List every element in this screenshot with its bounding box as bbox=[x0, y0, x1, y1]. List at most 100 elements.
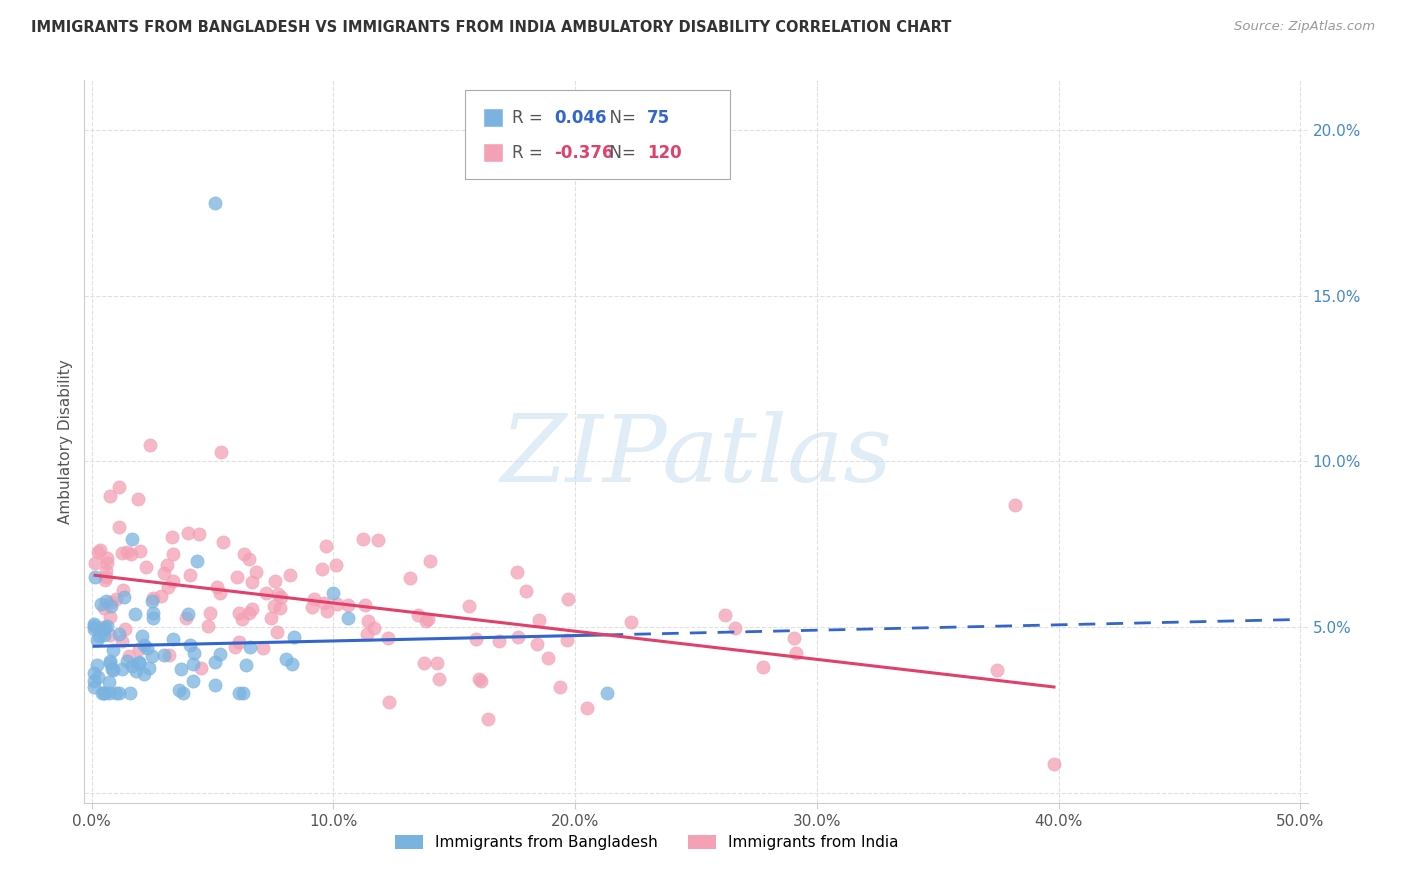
Point bbox=[91, 686, 114, 700]
Point bbox=[228, 686, 250, 700]
Point bbox=[238, 640, 260, 654]
Point bbox=[188, 526, 211, 541]
Point bbox=[468, 672, 491, 686]
Point bbox=[413, 656, 436, 670]
Point bbox=[118, 686, 141, 700]
Point bbox=[204, 195, 226, 210]
Point bbox=[325, 558, 347, 573]
Point bbox=[208, 586, 231, 600]
Point bbox=[177, 607, 200, 621]
Legend: Immigrants from Bangladesh, Immigrants from India: Immigrants from Bangladesh, Immigrants f… bbox=[389, 830, 905, 856]
Point bbox=[205, 580, 228, 594]
Point bbox=[548, 681, 571, 695]
Point bbox=[94, 594, 117, 608]
Point bbox=[620, 615, 643, 629]
Text: 120: 120 bbox=[647, 144, 682, 161]
Point bbox=[301, 600, 323, 615]
Point bbox=[105, 591, 128, 606]
Point bbox=[169, 662, 191, 676]
Point bbox=[93, 600, 115, 615]
Point bbox=[283, 631, 305, 645]
Point bbox=[142, 591, 165, 605]
Point bbox=[108, 627, 131, 641]
Point bbox=[83, 622, 105, 636]
Point bbox=[153, 648, 176, 663]
Point bbox=[160, 530, 183, 544]
Point bbox=[356, 614, 378, 628]
Point bbox=[208, 647, 231, 661]
Point bbox=[311, 561, 333, 575]
Point bbox=[337, 598, 360, 612]
Point bbox=[367, 533, 389, 547]
Point bbox=[575, 701, 598, 715]
Point bbox=[515, 583, 537, 598]
Point bbox=[96, 551, 118, 566]
Point bbox=[93, 628, 115, 642]
Point bbox=[156, 558, 179, 573]
Point bbox=[270, 591, 292, 605]
Point bbox=[198, 606, 221, 620]
Point bbox=[139, 438, 162, 452]
Point bbox=[100, 599, 122, 613]
Point bbox=[101, 663, 124, 677]
Point bbox=[121, 659, 143, 673]
Point bbox=[426, 656, 449, 670]
Point bbox=[312, 596, 335, 610]
Point bbox=[419, 554, 441, 568]
Point bbox=[752, 660, 775, 674]
Point bbox=[98, 628, 121, 642]
Point bbox=[527, 613, 550, 627]
Point bbox=[557, 591, 579, 606]
Text: R =: R = bbox=[512, 144, 548, 161]
Point bbox=[108, 480, 131, 494]
Point bbox=[240, 574, 263, 589]
Point bbox=[398, 571, 420, 585]
Point bbox=[131, 630, 153, 644]
Point bbox=[477, 712, 499, 726]
Point bbox=[197, 618, 219, 632]
Point bbox=[260, 611, 283, 625]
Text: ZIPatlas: ZIPatlas bbox=[501, 411, 891, 501]
Point bbox=[177, 525, 200, 540]
Point bbox=[465, 632, 488, 646]
Point bbox=[96, 618, 118, 632]
Point bbox=[181, 674, 204, 689]
Point bbox=[156, 580, 179, 594]
Point bbox=[83, 666, 105, 681]
Point bbox=[98, 656, 121, 670]
Point bbox=[252, 640, 274, 655]
Point bbox=[254, 586, 277, 600]
Point bbox=[416, 612, 439, 626]
Point bbox=[98, 686, 121, 700]
Point bbox=[101, 662, 124, 676]
Point bbox=[150, 589, 173, 603]
Point bbox=[190, 661, 212, 675]
Point bbox=[264, 574, 287, 588]
Point bbox=[267, 587, 290, 601]
Point bbox=[226, 570, 249, 584]
Point bbox=[125, 665, 148, 679]
Text: Source: ZipAtlas.com: Source: ZipAtlas.com bbox=[1234, 20, 1375, 33]
Point bbox=[128, 544, 150, 558]
Point bbox=[108, 520, 131, 534]
Point bbox=[714, 608, 737, 623]
Point bbox=[83, 570, 105, 584]
Point bbox=[315, 539, 337, 553]
Point bbox=[228, 607, 250, 621]
Point bbox=[406, 607, 429, 622]
Point bbox=[91, 620, 114, 634]
Point bbox=[183, 647, 205, 661]
Point bbox=[86, 670, 108, 684]
Point bbox=[142, 611, 165, 625]
Point bbox=[557, 632, 579, 647]
Point bbox=[83, 616, 105, 631]
Point bbox=[94, 573, 117, 587]
Point bbox=[488, 634, 510, 648]
Point bbox=[785, 646, 807, 660]
Point bbox=[141, 648, 163, 663]
Point bbox=[204, 656, 226, 670]
Point bbox=[240, 602, 263, 616]
Point bbox=[115, 654, 138, 668]
Point bbox=[337, 611, 360, 625]
Point bbox=[128, 641, 150, 656]
